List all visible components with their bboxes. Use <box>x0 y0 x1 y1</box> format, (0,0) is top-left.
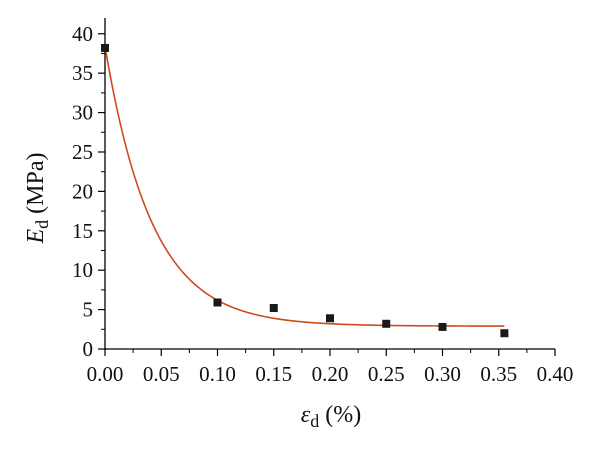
data-point <box>382 319 391 328</box>
y-axis-unit: (MPa) <box>23 153 49 214</box>
y-tick-label: 30 <box>72 101 93 125</box>
x-axis-subscript: d <box>310 411 319 431</box>
x-axis-symbol: ε <box>301 402 311 428</box>
data-point <box>213 298 222 307</box>
x-tick-label: 0.10 <box>199 362 236 386</box>
x-tick-label: 0.20 <box>312 362 349 386</box>
data-point <box>438 322 447 331</box>
data-point <box>101 43 109 52</box>
x-tick-label: 0.40 <box>537 362 574 386</box>
y-tick-label: 5 <box>83 298 94 322</box>
y-axis-title: Ed (MPa) <box>23 153 52 245</box>
data-point <box>500 329 509 338</box>
x-axis-title: εd (%) <box>301 402 361 431</box>
data-point <box>269 304 278 313</box>
x-tick-label: 0.00 <box>87 362 124 386</box>
x-tick-label: 0.25 <box>368 362 405 386</box>
y-tick-label: 15 <box>72 219 93 243</box>
y-tick-label: 35 <box>72 61 93 85</box>
x-tick-label: 0.35 <box>480 362 517 386</box>
x-tick-label: 0.30 <box>424 362 461 386</box>
y-tick-label: 0 <box>83 337 94 361</box>
data-points-layer <box>101 43 509 338</box>
y-tick-label: 20 <box>72 179 93 203</box>
y-axis-symbol: E <box>23 229 49 245</box>
axes <box>98 18 556 356</box>
fit-curve-line <box>104 46 505 327</box>
x-tick-label: 0.05 <box>143 362 180 386</box>
tick-labels-layer: 0.00 0.05 0.10 0.15 0.20 0.25 0.30 0.35 0.40 0 5 10… <box>72 22 573 386</box>
x-tick-label: 0.15 <box>255 362 292 386</box>
x-axis-unit: (%) <box>325 402 361 428</box>
y-tick-label: 25 <box>72 140 93 164</box>
fit-curve-layer <box>104 46 505 327</box>
data-point <box>326 314 334 323</box>
y-tick-label: 10 <box>72 258 93 282</box>
y-axis-subscript: d <box>32 220 52 229</box>
y-tick-label: 40 <box>72 22 93 46</box>
